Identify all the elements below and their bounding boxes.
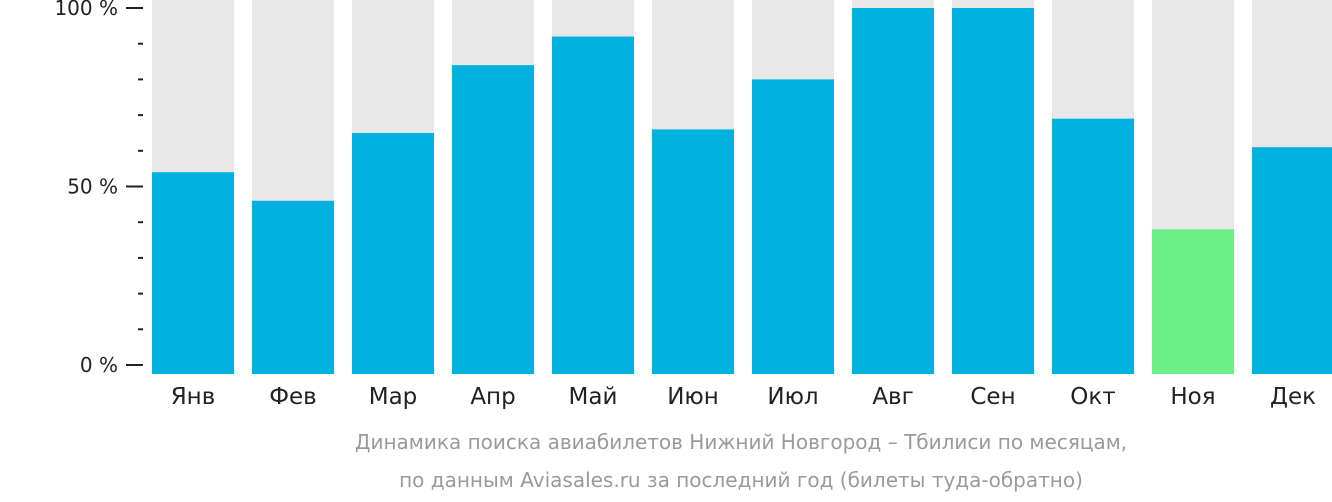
x-axis-labels: Янв Фев Мар Апр Май Июн Июл Авг Сен Окт Ноя Дек bbox=[171, 384, 1316, 410]
bar-3 bbox=[352, 132, 434, 374]
x-tick-label: Авг bbox=[872, 384, 913, 410]
chart-caption-line-2: по данным Aviasales.ru за последний год … bbox=[399, 468, 1083, 492]
x-tick-label: Ноя bbox=[1170, 384, 1215, 410]
bar-1 bbox=[152, 172, 234, 374]
x-tick-label: Мар bbox=[369, 384, 418, 410]
bar-7 bbox=[752, 79, 834, 375]
x-tick-label: Янв bbox=[171, 384, 216, 410]
bar-6 bbox=[652, 129, 734, 374]
x-tick-label: Июн bbox=[667, 384, 719, 410]
bars bbox=[152, 0, 1332, 375]
chart-caption-line-1: Динамика поиска авиабилетов Нижний Новго… bbox=[354, 430, 1128, 454]
y-tick-label: 0 % bbox=[80, 353, 118, 377]
bar-chart: 0 % 50 % 100 % Янв Фев Мар Апр Май Июн Июл Авг Сен… bbox=[54, 0, 1332, 410]
bar-12 bbox=[1252, 147, 1332, 374]
y-tick-label: 50 % bbox=[67, 175, 118, 199]
x-tick-label: Фев bbox=[269, 384, 317, 410]
x-tick-label: Апр bbox=[470, 384, 515, 410]
y-tick-label: 100 % bbox=[54, 0, 118, 20]
bar-9 bbox=[952, 8, 1034, 374]
x-tick-label: Июл bbox=[767, 384, 818, 410]
x-tick-label: Сен bbox=[970, 384, 1015, 410]
bar-2 bbox=[252, 200, 334, 374]
bar-11 bbox=[1152, 229, 1234, 374]
x-tick-label: Дек bbox=[1270, 384, 1316, 410]
bar-10 bbox=[1052, 118, 1134, 374]
x-tick-label: Май bbox=[569, 384, 618, 410]
bar-4 bbox=[452, 65, 534, 375]
bar-5 bbox=[552, 36, 634, 375]
bar-8 bbox=[852, 8, 934, 374]
y-axis: 0 % 50 % 100 % bbox=[54, 0, 143, 377]
x-tick-label: Окт bbox=[1070, 384, 1115, 410]
